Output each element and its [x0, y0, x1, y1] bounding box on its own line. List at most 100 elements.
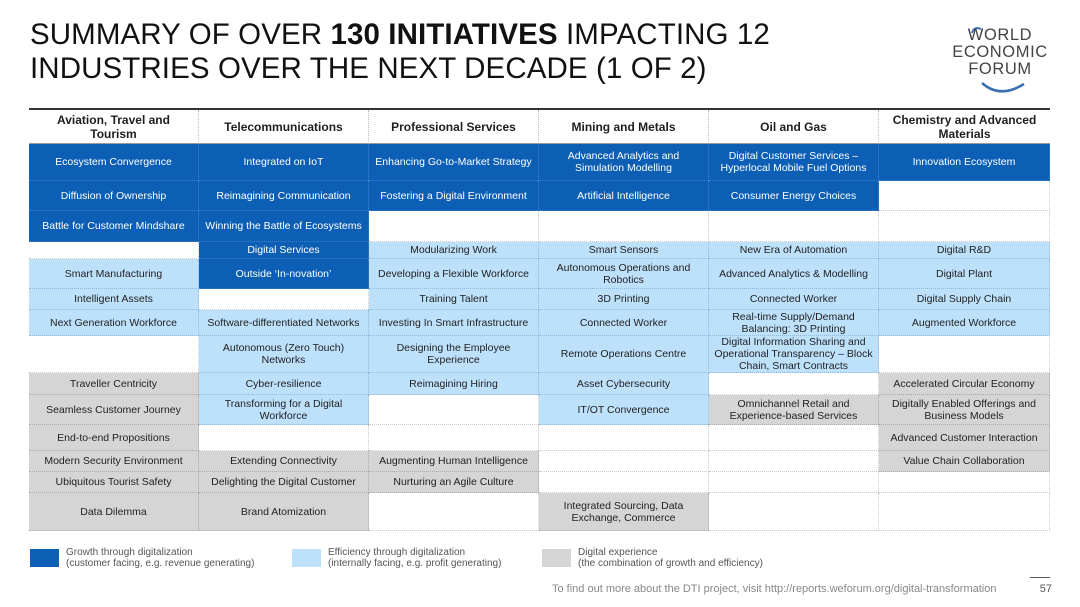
initiative-cell: Diffusion of Ownership [29, 181, 199, 211]
initiative-cell: Real-time Supply/Demand Balancing: 3D Pr… [709, 310, 879, 336]
column-header-professional-services: Professional Services [369, 110, 539, 144]
initiative-cell: Advanced Analytics and Simulation Modell… [539, 144, 709, 181]
legend-description: (customer facing, e.g. revenue generatin… [66, 557, 255, 569]
initiative-cell: Connected Worker [709, 289, 879, 310]
initiative-cell: Digital Plant [879, 259, 1050, 289]
initiative-cell: Advanced Customer Interaction [879, 425, 1050, 451]
initiative-cell: Integrated on IoT [199, 144, 369, 181]
legend-swatch [30, 549, 59, 567]
initiative-cell: Modern Security Environment [29, 451, 199, 472]
initiative-cell: New Era of Automation [709, 242, 879, 259]
title-text-2: IMPACTING 12 [557, 18, 770, 51]
initiative-cell: Intelligent Assets [29, 289, 199, 310]
initiative-cell: Consumer Energy Choices [709, 181, 879, 211]
logo-word-3: FORUM [968, 60, 1032, 78]
initiative-cell: Training Talent [369, 289, 539, 310]
empty-cell [199, 289, 369, 310]
legend-description: (the combination of growth and efficienc… [578, 557, 763, 569]
initiative-cell: Reimagining Hiring [369, 373, 539, 395]
initiative-cell: Autonomous Operations and Robotics [539, 259, 709, 289]
initiatives-table: Aviation, Travel and Tourism Telecommunic… [29, 108, 1050, 532]
footer-note: To find out more about the DTI project, … [552, 583, 997, 595]
initiative-cell: Enhancing Go-to-Market Strategy [369, 144, 539, 181]
empty-cell [709, 451, 879, 472]
empty-cell [539, 211, 709, 242]
initiative-cell: Smart Manufacturing [29, 259, 199, 289]
title-text-1: SUMMARY OF OVER [30, 18, 331, 51]
page-title: SUMMARY OF OVER 130 INITIATIVES IMPACTIN… [30, 18, 890, 86]
initiative-cell: Digital Services [199, 242, 369, 259]
initiative-cell: Outside ‘In-novation’ [199, 259, 369, 289]
initiative-cell: Extending Connectivity [199, 451, 369, 472]
column-header-chemistry-and-advanced-materials: Chemistry and Advanced Materials [879, 110, 1050, 144]
empty-cell [879, 181, 1050, 211]
initiative-cell: Augmented Workforce [879, 310, 1050, 336]
empty-cell [879, 211, 1050, 242]
column-header-mining-and-metals: Mining and Metals [539, 110, 709, 144]
column-header-oil-and-gas: Oil and Gas [709, 110, 879, 144]
empty-cell [369, 395, 539, 425]
legend-label: Efficiency through digitalization [328, 547, 466, 558]
empty-cell [879, 336, 1050, 373]
initiative-cell: Brand Atomization [199, 493, 369, 531]
initiative-cell: Asset Cybersecurity [539, 373, 709, 395]
initiative-cell: Developing a Flexible Workforce [369, 259, 539, 289]
initiative-cell: End-to-end Propositions [29, 425, 199, 451]
empty-cell [709, 472, 879, 493]
empty-cell [539, 472, 709, 493]
page-number: 57 [1039, 583, 1052, 595]
empty-cell [369, 493, 539, 531]
empty-cell [709, 425, 879, 451]
initiative-cell: Innovation Ecosystem [879, 144, 1050, 181]
initiative-cell: Ubiquitous Tourist Safety [29, 472, 199, 493]
column-header-aviation-travel-and-tourism: Aviation, Travel and Tourism [29, 110, 199, 144]
initiative-cell: Nurturing an Agile Culture [369, 472, 539, 493]
initiative-cell: Traveller Centricity [29, 373, 199, 395]
empty-cell [709, 373, 879, 395]
initiative-cell: Fostering a Digital Environment [369, 181, 539, 211]
initiative-cell: Accelerated Circular Economy [879, 373, 1050, 395]
empty-cell [29, 336, 199, 373]
initiative-cell: Augmenting Human Intelligence [369, 451, 539, 472]
empty-cell [369, 211, 539, 242]
legend-item: Efficiency through digitalization (intern… [292, 547, 502, 569]
initiative-cell: Autonomous (Zero Touch) Networks [199, 336, 369, 373]
title-bold: 130 INITIATIVES [330, 18, 558, 51]
initiative-cell: Software-differentiated Networks [199, 310, 369, 336]
initiative-cell: Next Generation Workforce [29, 310, 199, 336]
empty-cell [709, 211, 879, 242]
title-line-2: INDUSTRIES OVER THE NEXT DECADE (1 OF 2) [30, 52, 707, 85]
empty-cell [369, 425, 539, 451]
column-header-telecommunications: Telecommunications [199, 110, 369, 144]
legend-item: Growth through digitalization (customer f… [30, 547, 255, 569]
initiative-cell: Data Dilemma [29, 493, 199, 531]
empty-cell [709, 493, 879, 531]
initiative-cell: Remote Operations Centre [539, 336, 709, 373]
initiative-cell: Reimagining Communication [199, 181, 369, 211]
wef-logo: WORLD ECONOMIC FORUM [944, 27, 1056, 97]
initiative-cell: Omnichannel Retail and Experience-based … [709, 395, 879, 425]
empty-cell [29, 242, 199, 259]
legend-item: Digital experience (the combination of gr… [542, 547, 763, 569]
initiative-cell: Digital Customer Services – Hyperlocal M… [709, 144, 879, 181]
initiative-cell: Investing In Smart Infrastructure [369, 310, 539, 336]
empty-cell [539, 451, 709, 472]
legend-description: (internally facing, e.g. profit generati… [328, 557, 502, 569]
initiative-cell: Cyber-resilience [199, 373, 369, 395]
empty-cell [879, 472, 1050, 493]
initiative-cell: Integrated Sourcing, Data Exchange, Comm… [539, 493, 709, 531]
initiative-cell: Digital Supply Chain [879, 289, 1050, 310]
initiative-cell: Connected Worker [539, 310, 709, 336]
initiative-cell: Modularizing Work [369, 242, 539, 259]
initiative-cell: Ecosystem Convergence [29, 144, 199, 181]
logo-word-2: ECONOMIC [952, 43, 1048, 61]
logo-arc-icon [971, 27, 1025, 93]
initiative-cell: Smart Sensors [539, 242, 709, 259]
legend-label: Digital experience [578, 547, 658, 558]
initiative-cell: Battle for Customer Mindshare [29, 211, 199, 242]
initiative-cell: Digital Information Sharing and Operatio… [709, 336, 879, 373]
initiative-cell: IT/OT Convergence [539, 395, 709, 425]
initiative-cell: Advanced Analytics & Modelling [709, 259, 879, 289]
initiative-cell: Value Chain Collaboration [879, 451, 1050, 472]
empty-cell [879, 493, 1050, 531]
